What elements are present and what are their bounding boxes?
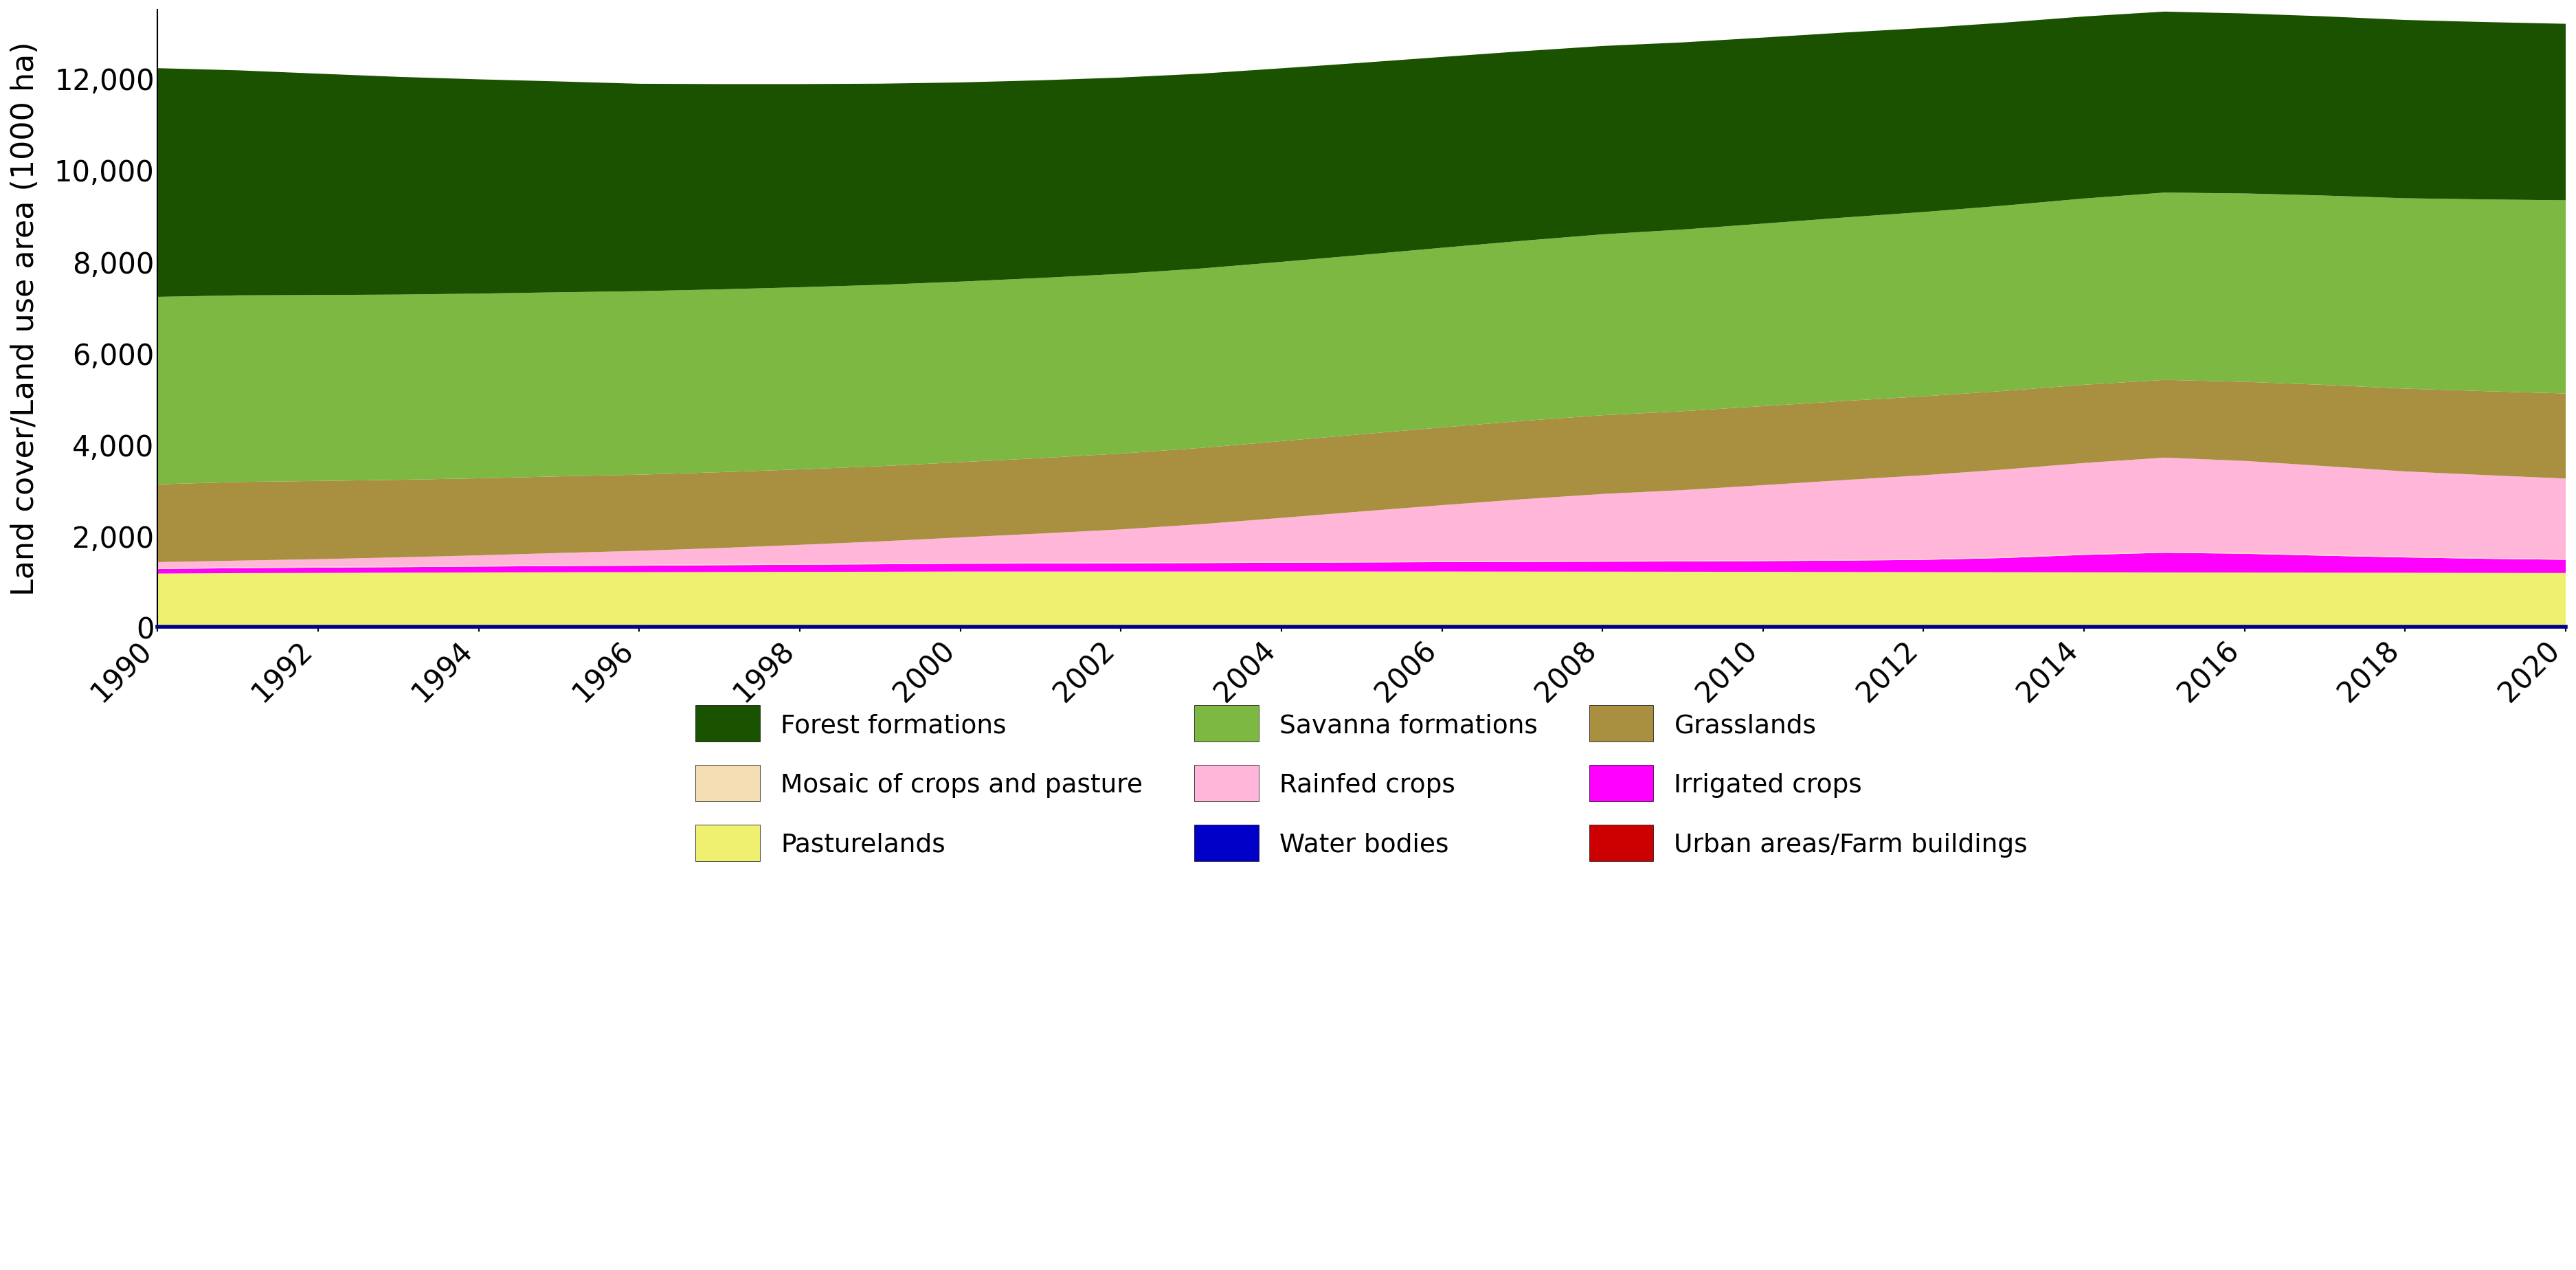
Y-axis label: Land cover/Land use area (1000 ha): Land cover/Land use area (1000 ha) bbox=[10, 42, 39, 596]
Legend: Forest formations, Mosaic of crops and pasture, Pasturelands, Savanna formations: Forest formations, Mosaic of crops and p… bbox=[696, 706, 2027, 861]
